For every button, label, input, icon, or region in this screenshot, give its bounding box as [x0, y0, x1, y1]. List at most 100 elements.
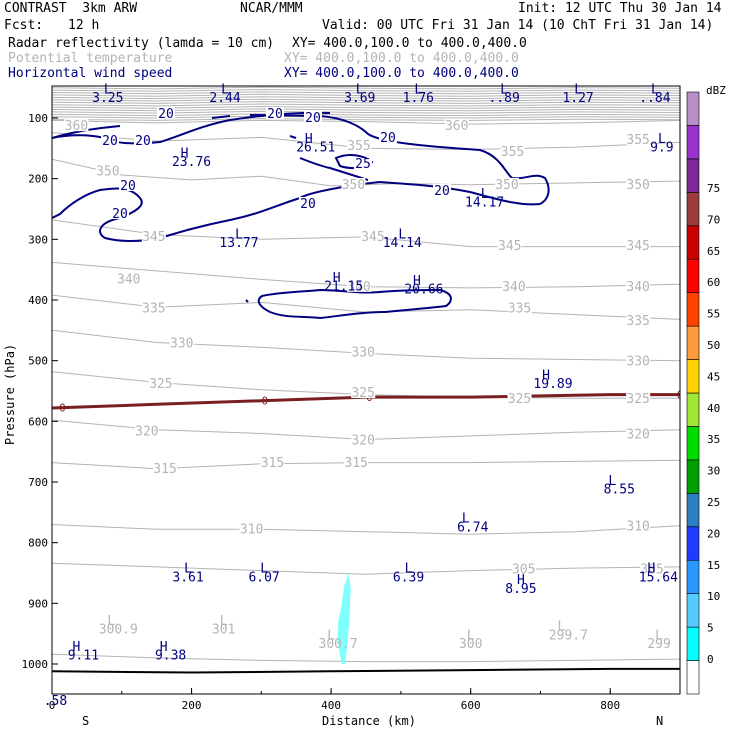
- y-tick-label: 100: [28, 112, 48, 125]
- zero-contour-label: 0: [677, 389, 684, 402]
- wind-20-contour-speck: [245, 299, 249, 303]
- colorbar-level-label: 55: [707, 308, 720, 321]
- wind-20-contour-jet: [52, 111, 550, 242]
- extremum-marker: L: [398, 228, 406, 243]
- surface-ground-line: [51, 667, 680, 674]
- wind-label-bg: [134, 134, 152, 146]
- theta-line-360: [52, 119, 680, 125]
- extremum-value: 300.9: [99, 623, 138, 638]
- theta-label-bg: [347, 139, 372, 152]
- theta-label-bg: [347, 279, 372, 292]
- wind-label-bg: [157, 107, 175, 119]
- extremum-marker: L: [574, 83, 582, 98]
- colorbar-level-label: 65: [707, 245, 720, 258]
- colorbar-level-label: 5: [707, 622, 714, 635]
- theta-band-line: [52, 101, 680, 104]
- theta-label: 345: [361, 230, 384, 245]
- extremum-marker: L: [104, 83, 112, 98]
- theta-label-bg: [141, 301, 166, 314]
- extremum-marker: H: [413, 274, 421, 289]
- wind-label-bg: [304, 111, 322, 123]
- wind-label-bg: [101, 134, 119, 146]
- extremum-value: .58: [44, 694, 67, 709]
- colorbar-swatch: [686, 459, 700, 494]
- wind-label-bg: [119, 179, 137, 191]
- theta-label-bg: [640, 562, 665, 575]
- theta-label-bg: [626, 133, 651, 146]
- extremum-value: ..84: [639, 91, 670, 106]
- theta-label-bg: [626, 392, 651, 405]
- colorbar-swatch: [686, 158, 700, 193]
- theta-line-350: [52, 158, 680, 187]
- y-axis-label: Pressure (hPa): [3, 344, 17, 445]
- extremum-value: 299: [647, 637, 670, 652]
- wind-label-bg: [111, 207, 129, 219]
- theta-label: 310: [240, 523, 263, 538]
- theta-label-bg: [351, 386, 376, 399]
- theta-label: 360: [65, 119, 88, 134]
- theta-label: 330: [626, 354, 649, 369]
- reflectivity-field: [337, 573, 351, 664]
- y-tick-label: 700: [28, 476, 48, 489]
- theta-label: 335: [142, 302, 165, 317]
- theta-label: 330: [351, 345, 374, 360]
- colorbar-level-label: 45: [707, 370, 720, 383]
- wind-25-label: 25: [355, 157, 371, 172]
- colorbar-level-label: 35: [707, 433, 720, 446]
- colorbar-level-label: 75: [707, 182, 720, 195]
- extremum-value: 14.17: [465, 196, 504, 211]
- theta-line-310: [52, 524, 680, 535]
- theta-line-305: [52, 562, 680, 575]
- colorbar-swatch: [686, 91, 700, 126]
- extremum-marker: H: [333, 271, 341, 286]
- theta-label-bg: [134, 424, 159, 437]
- x-tick-label: 800: [600, 699, 620, 712]
- extremum-marker: L: [462, 512, 470, 527]
- theta-band-line: [52, 115, 680, 119]
- colorbar-level-label: 20: [707, 527, 720, 540]
- theta-label-bg: [148, 376, 173, 389]
- theta-label: 340: [502, 280, 525, 295]
- colorbar-swatch: [686, 258, 700, 293]
- theta-label: 335: [508, 302, 531, 317]
- theta-label-bg: [153, 461, 178, 474]
- theta-label: 325: [626, 392, 649, 407]
- extremum-marker: L: [651, 83, 659, 98]
- colorbar-swatch: [686, 626, 700, 661]
- extremum-marker: L: [608, 474, 616, 489]
- zero-contour-label: 0: [59, 402, 66, 415]
- theta-label-bg: [260, 455, 285, 468]
- field-xy-reflectivity: XY= 400.0,100.0 to 400.0,400.0: [292, 36, 527, 51]
- wind-label-bg: [266, 107, 284, 119]
- colorbar-swatch: [686, 660, 700, 695]
- wind-20-label: 20: [112, 207, 128, 222]
- extremum-marker: L: [414, 83, 422, 98]
- theta-label-bg: [351, 345, 376, 358]
- x-axis-label: Distance (km): [322, 714, 416, 728]
- theta-label: 340: [347, 280, 370, 295]
- extremum-marker: H: [647, 562, 655, 577]
- theta-band-line: [52, 108, 680, 112]
- extremum-marker: L: [327, 628, 335, 643]
- extremum-marker: L: [467, 628, 475, 643]
- theta-label: 305: [512, 563, 535, 578]
- field-name-wind: Horizontal wind speed: [8, 66, 173, 81]
- wind-20-label: 20: [102, 134, 118, 149]
- colorbar-level-label: 60: [707, 276, 720, 289]
- theta-line-300: [52, 653, 680, 663]
- axes: 0 200 400 600 800100200300400500600700800900…: [22, 112, 681, 712]
- x-tick-label: 600: [461, 699, 481, 712]
- extremum-marker: L: [221, 83, 229, 98]
- extremum-value: 8.95: [505, 582, 536, 597]
- extremum-value: 6.07: [248, 570, 279, 585]
- extremum-value: 1.76: [403, 91, 434, 106]
- theta-label-bg: [626, 239, 651, 252]
- y-tick-label: 1000: [22, 658, 49, 671]
- x-tick-label: 400: [321, 699, 341, 712]
- colorbar-swatch: [686, 493, 700, 528]
- wind-20-label: 20: [158, 107, 174, 122]
- extremum-value: 13.77: [219, 236, 258, 251]
- plot-frame: [51, 85, 681, 695]
- y-tick-label: 400: [28, 294, 48, 307]
